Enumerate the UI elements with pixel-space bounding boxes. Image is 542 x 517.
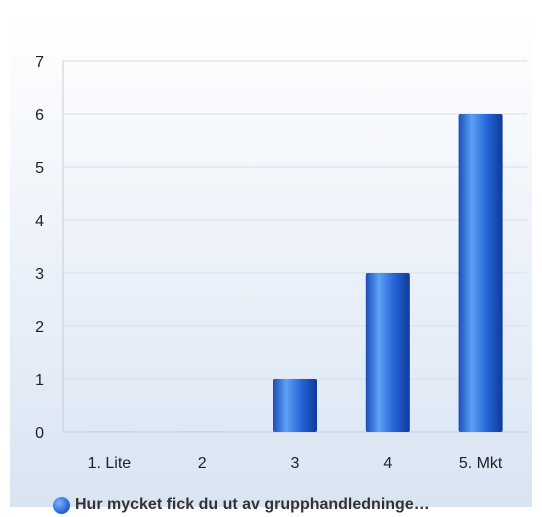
axes: [62, 61, 527, 433]
y-tick-label: 4: [35, 213, 44, 230]
grid-lines: [63, 60, 527, 380]
bar: [365, 273, 410, 432]
bar: [180, 431, 225, 432]
legend: Hur mycket fick du ut av grupphandlednin…: [53, 496, 430, 514]
bar: [87, 431, 132, 432]
y-tick-label: 6: [35, 107, 44, 124]
bar: [273, 379, 317, 432]
legend-marker-icon: [53, 496, 70, 514]
y-tick-label: 5: [35, 160, 44, 177]
chart-panel: [10, 10, 532, 507]
x-tick-label: 5. Mkt: [459, 455, 503, 472]
bars: [87, 114, 503, 432]
x-tick-label: 4: [383, 455, 392, 472]
tick-labels: 0 1 2 3 4 5 6 7 1. Lite 2 3 4 5. Mkt: [35, 54, 503, 472]
y-tick-label: 7: [35, 54, 44, 71]
bar: [458, 114, 503, 432]
x-tick-label: 2: [198, 455, 207, 472]
x-tick-label: 1. Lite: [88, 455, 132, 472]
y-tick-label: 3: [35, 266, 44, 283]
y-tick-label: 1: [35, 372, 44, 389]
legend-label: Hur mycket fick du ut av grupphandlednin…: [75, 496, 430, 513]
x-tick-label: 3: [291, 455, 300, 472]
y-tick-label: 2: [35, 319, 44, 336]
y-tick-label: 0: [35, 425, 44, 442]
